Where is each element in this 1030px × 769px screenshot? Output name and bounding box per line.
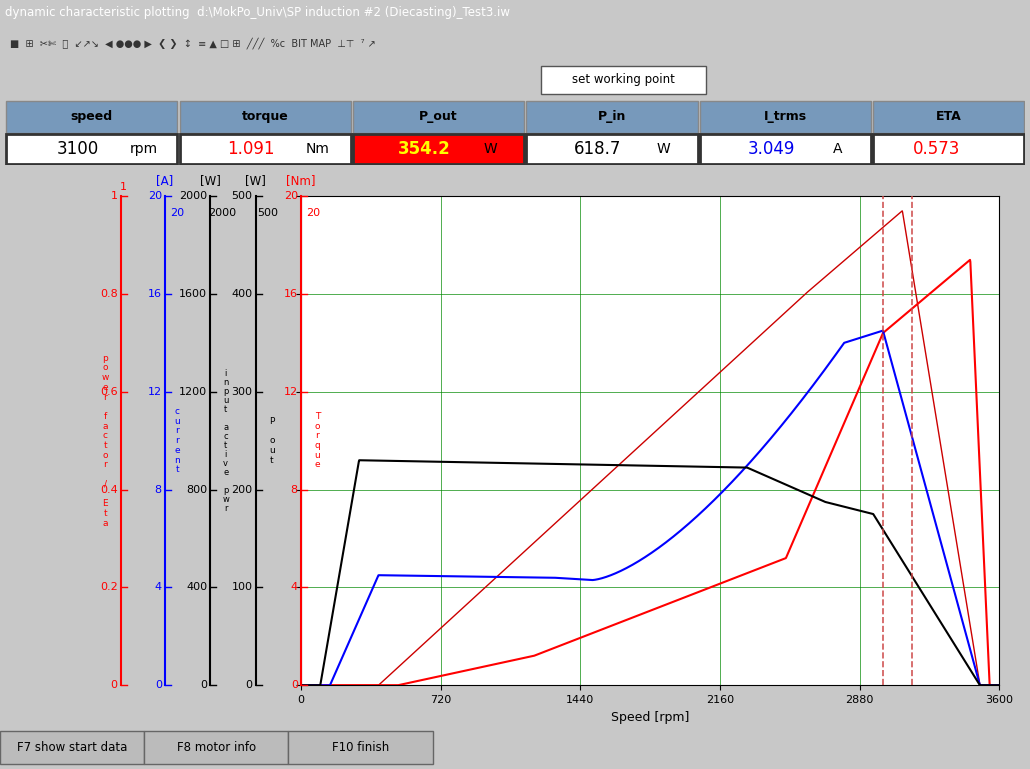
Text: I_trms: I_trms (763, 111, 806, 124)
Text: 0.6: 0.6 (100, 387, 117, 397)
Text: 1600: 1600 (179, 289, 207, 299)
Text: 16: 16 (284, 289, 298, 299)
Text: 354.2: 354.2 (399, 140, 451, 158)
Text: W: W (484, 142, 497, 156)
Text: 500: 500 (232, 191, 252, 201)
Text: Nm: Nm (305, 142, 330, 156)
Text: ETA: ETA (935, 111, 961, 124)
Text: set working point: set working point (572, 74, 675, 86)
FancyBboxPatch shape (541, 65, 706, 95)
Text: 2000: 2000 (179, 191, 207, 201)
Text: torque: torque (242, 111, 288, 124)
Bar (179, 134, 351, 164)
Text: i
n
p
u
t
 
a
c
t
i
v
e
 
p
w
r: i n p u t a c t i v e p w r (222, 368, 229, 513)
Text: P_in: P_in (597, 111, 626, 124)
Bar (526, 102, 697, 133)
Text: [W]: [W] (245, 174, 266, 187)
Text: 400: 400 (232, 289, 252, 299)
Text: P_out: P_out (419, 111, 457, 124)
Bar (872, 102, 1024, 133)
Text: A: A (832, 142, 842, 156)
Text: 0.8: 0.8 (100, 289, 117, 299)
Text: 0: 0 (290, 681, 298, 691)
Text: F10 finish: F10 finish (332, 741, 389, 754)
Text: 0: 0 (200, 681, 207, 691)
Text: 1.091: 1.091 (228, 140, 275, 158)
Text: 12: 12 (147, 387, 162, 397)
Bar (179, 102, 351, 133)
Bar (6, 102, 177, 133)
Text: c
u
r
r
e
n
t: c u r r e n t (174, 407, 180, 474)
Text: 0: 0 (154, 681, 162, 691)
Text: W: W (657, 142, 671, 156)
FancyBboxPatch shape (0, 731, 144, 764)
Bar (353, 134, 524, 164)
Text: 0.4: 0.4 (100, 484, 117, 494)
Bar (1025, 134, 1030, 164)
Text: speed: speed (71, 111, 113, 124)
Bar (699, 134, 871, 164)
Text: [W]: [W] (200, 174, 220, 187)
Text: [Nm]: [Nm] (286, 174, 315, 187)
Text: 0.573: 0.573 (913, 140, 960, 158)
Text: p
o
w
e
r
 
f
a
c
t
o
r
 
/
 
E
t
a: p o w e r f a c t o r / E t a (102, 354, 109, 528)
Bar (6, 134, 177, 164)
Text: 1: 1 (121, 182, 127, 192)
Text: [A]: [A] (157, 174, 173, 187)
FancyBboxPatch shape (144, 731, 288, 764)
Text: 100: 100 (232, 582, 252, 592)
Text: 1: 1 (110, 191, 117, 201)
Text: 3.049: 3.049 (748, 140, 795, 158)
Text: 0: 0 (110, 681, 117, 691)
FancyBboxPatch shape (288, 731, 433, 764)
Text: dynamic characteristic plotting  d:\MokPo_Univ\SP induction #2 (Diecasting)_Test: dynamic characteristic plotting d:\MokPo… (5, 6, 510, 19)
Text: 4: 4 (154, 582, 162, 592)
Text: 0: 0 (245, 681, 252, 691)
Text: P
 
o
u
t: P o u t (269, 417, 275, 464)
Text: 2000: 2000 (208, 208, 237, 218)
Text: F7 show start data: F7 show start data (16, 741, 128, 754)
Text: T
o
r
q
u
e: T o r q u e (314, 412, 320, 469)
Bar (872, 134, 1024, 164)
Text: 300: 300 (232, 387, 252, 397)
Text: rpm: rpm (130, 142, 158, 156)
Text: 12: 12 (283, 387, 298, 397)
X-axis label: Speed [rpm]: Speed [rpm] (611, 711, 689, 724)
Text: 1200: 1200 (179, 387, 207, 397)
Text: 16: 16 (148, 289, 162, 299)
Text: 20: 20 (283, 191, 298, 201)
Text: 0.2: 0.2 (100, 582, 117, 592)
Bar (526, 134, 697, 164)
Text: 3100: 3100 (57, 140, 99, 158)
Text: 8: 8 (154, 484, 162, 494)
Text: 500: 500 (258, 208, 278, 218)
Text: 200: 200 (232, 484, 252, 494)
Text: F8 motor info: F8 motor info (177, 741, 255, 754)
Text: 20: 20 (147, 191, 162, 201)
Text: 400: 400 (186, 582, 207, 592)
Text: 618.7: 618.7 (575, 140, 622, 158)
Text: 4: 4 (290, 582, 298, 592)
Bar (699, 102, 871, 133)
Bar (353, 102, 524, 133)
Text: 20: 20 (306, 208, 320, 218)
Text: 800: 800 (186, 484, 207, 494)
Text: 8: 8 (290, 484, 298, 494)
Text: ■  ⊞  ✂✄  🔒  ↙↗↘  ◀ ●●● ▶  ❮ ❯  ↕  ≡ ▲ □ ⊞  ╱╱╱  %c  BIT MAP  ⊥⊤  ⁷ ↗: ■ ⊞ ✂✄ 🔒 ↙↗↘ ◀ ●●● ▶ ❮ ❯ ↕ ≡ ▲ □ ⊞ ╱╱╱ %… (10, 37, 376, 48)
Text: 20: 20 (170, 208, 184, 218)
